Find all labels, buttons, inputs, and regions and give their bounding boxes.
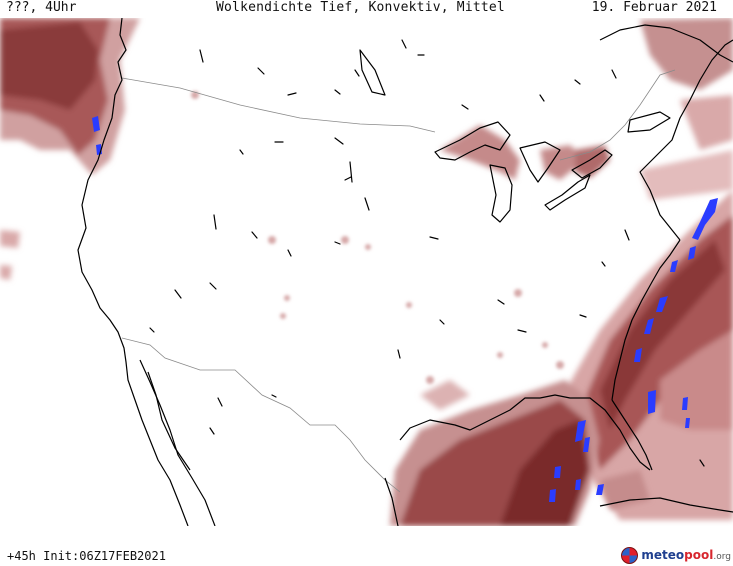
time-label: ???, 4Uhr [6,0,77,15]
logo-text-org: .org [713,551,731,562]
globe-icon [621,546,639,564]
convective-cells [92,116,718,502]
coastlines [77,18,733,526]
forecast-init-label: +45h Init:06Z17FEB2021 [7,549,166,563]
cloud-area-gulf [390,380,650,526]
weather-map [0,18,733,526]
cloud-area-northeast [440,18,733,200]
logo-text-pool: pool [684,548,714,562]
map-header: ???, 4Uhr Wolkendichte Tief, Konvektiv, … [0,0,733,18]
cloud-area-east-coast [560,190,733,520]
country-borders [121,69,676,493]
lake-fragments [149,39,705,467]
map-title: Wolkendichte Tief, Konvektiv, Mittel [216,0,505,15]
logo-text-meteo: meteo [641,548,685,562]
meteopool-logo[interactable]: meteo pool .org [621,544,731,566]
cloud-patches-scattered [191,91,564,384]
date-label: 19. Februar 2021 [591,0,717,15]
map-footer: +45h Init:06Z17FEB2021 meteo pool .org [0,526,733,566]
